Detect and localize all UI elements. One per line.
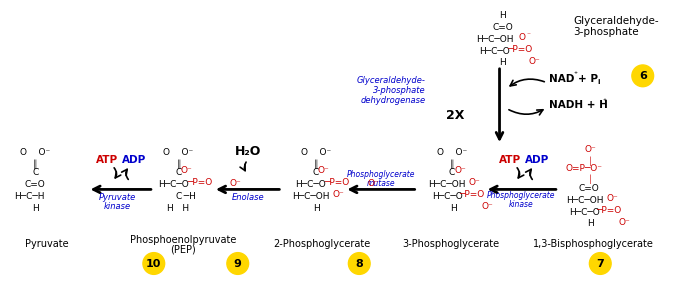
Text: 3-Phosphoglycerate: 3-Phosphoglycerate xyxy=(403,239,500,249)
Text: dehydrogenase: dehydrogenase xyxy=(360,96,426,105)
Text: kinase: kinase xyxy=(103,202,131,211)
Text: H─C─O: H─C─O xyxy=(479,47,510,56)
Text: 9: 9 xyxy=(234,258,241,268)
Text: NADH + H: NADH + H xyxy=(549,100,608,111)
Text: H   H: H H xyxy=(167,204,190,213)
Text: O    O⁻: O O⁻ xyxy=(20,148,50,157)
Text: NAD: NAD xyxy=(549,74,575,84)
Text: + P: + P xyxy=(577,74,598,84)
Text: H─C─H: H─C─H xyxy=(14,192,45,201)
Text: ─P=O: ─P=O xyxy=(186,178,212,187)
Text: H─C─O: H─C─O xyxy=(158,180,189,189)
Text: ADP: ADP xyxy=(525,155,549,165)
Text: 6: 6 xyxy=(639,71,647,81)
Text: ⁺: ⁺ xyxy=(574,70,577,79)
Text: Glyceraldehyde-: Glyceraldehyde- xyxy=(356,76,426,85)
Text: 7: 7 xyxy=(596,258,604,268)
Text: C=O: C=O xyxy=(578,184,599,193)
Text: H: H xyxy=(32,204,39,213)
Text: C=O: C=O xyxy=(492,23,513,32)
Text: H─C─OH: H─C─OH xyxy=(476,35,513,44)
Text: ─P=O: ─P=O xyxy=(596,206,622,215)
Text: O    O⁻: O O⁻ xyxy=(301,148,331,157)
Circle shape xyxy=(590,253,611,274)
Text: C: C xyxy=(175,168,182,177)
Text: ─H: ─H xyxy=(178,192,197,201)
Text: O⁻: O⁻ xyxy=(367,179,379,188)
Text: Phosphoglycerate: Phosphoglycerate xyxy=(487,191,556,200)
Circle shape xyxy=(227,253,249,274)
Text: C: C xyxy=(313,168,319,177)
Text: ATP: ATP xyxy=(499,155,522,165)
Text: ATP: ATP xyxy=(97,155,118,165)
Text: 2X: 2X xyxy=(446,109,464,122)
Text: O⁻: O⁻ xyxy=(618,217,630,227)
Text: 3-phosphate: 3-phosphate xyxy=(373,86,426,95)
Text: H: H xyxy=(499,58,506,68)
Text: O=P─O⁻: O=P─O⁻ xyxy=(566,164,603,173)
Text: Enolase: Enolase xyxy=(231,193,264,202)
Text: H: H xyxy=(313,204,320,213)
Circle shape xyxy=(143,253,165,274)
Text: H─C─OH: H─C─OH xyxy=(292,192,330,201)
Text: kinase: kinase xyxy=(509,200,534,209)
Text: │: │ xyxy=(588,175,593,184)
Text: mutase: mutase xyxy=(367,179,395,188)
Text: H─C─OH: H─C─OH xyxy=(566,196,603,205)
Text: ⁻: ⁻ xyxy=(526,31,530,40)
Text: Glyceraldehyde-: Glyceraldehyde- xyxy=(574,17,659,27)
Circle shape xyxy=(632,65,653,87)
Text: ║: ║ xyxy=(449,160,454,170)
Text: C: C xyxy=(32,168,38,177)
Text: ─P=O: ─P=O xyxy=(459,190,484,199)
Text: C=O: C=O xyxy=(25,180,46,189)
Circle shape xyxy=(348,253,370,274)
Text: (PEP): (PEP) xyxy=(171,245,197,255)
Text: Phosphoglycerate: Phosphoglycerate xyxy=(347,170,415,179)
Text: ║: ║ xyxy=(33,160,37,170)
Text: O⁻: O⁻ xyxy=(333,190,344,199)
Text: O⁻: O⁻ xyxy=(607,194,618,203)
Text: O⁻: O⁻ xyxy=(482,202,494,211)
Text: H₂O: H₂O xyxy=(235,145,261,158)
Text: C: C xyxy=(175,192,182,201)
Text: O⁻: O⁻ xyxy=(230,179,241,188)
Text: ─P=O: ─P=O xyxy=(324,178,349,187)
Text: Pyruvate: Pyruvate xyxy=(25,239,69,249)
Text: H: H xyxy=(587,219,594,229)
Text: ADP: ADP xyxy=(122,155,146,165)
Text: O⁻: O⁻ xyxy=(180,166,192,175)
Text: O    O⁻: O O⁻ xyxy=(163,148,194,157)
Text: 3-phosphate: 3-phosphate xyxy=(574,27,639,37)
Text: H─C─O: H─C─O xyxy=(432,192,462,201)
Text: O⁻: O⁻ xyxy=(585,145,596,154)
Text: O⁻: O⁻ xyxy=(528,56,540,66)
Text: ║: ║ xyxy=(313,160,318,170)
Text: Phosphoenolpyruvate: Phosphoenolpyruvate xyxy=(131,235,237,245)
Text: ║: ║ xyxy=(176,160,181,170)
Text: 1,3-Bisphosphoglycerate: 1,3-Bisphosphoglycerate xyxy=(533,239,653,249)
Text: H─C─O: H─C─O xyxy=(569,208,600,217)
Text: H─C─O: H─C─O xyxy=(296,180,326,189)
Text: O⁻: O⁻ xyxy=(469,178,481,187)
Text: O    O⁻: O O⁻ xyxy=(437,148,467,157)
Text: O⁻: O⁻ xyxy=(454,166,466,175)
Text: 2-Phosphoglycerate: 2-Phosphoglycerate xyxy=(273,239,371,249)
Text: H: H xyxy=(449,204,456,213)
Text: H─C─OH: H─C─OH xyxy=(428,180,466,189)
Text: Pyruvate: Pyruvate xyxy=(99,193,136,202)
Text: ⁺: ⁺ xyxy=(602,97,607,106)
Text: 10: 10 xyxy=(146,258,161,268)
Text: 8: 8 xyxy=(356,258,363,268)
Text: H: H xyxy=(499,11,506,20)
Text: O⁻: O⁻ xyxy=(318,166,330,175)
Text: O: O xyxy=(519,33,526,42)
Text: ─P=O: ─P=O xyxy=(507,45,532,54)
Text: i: i xyxy=(597,79,600,85)
Text: C: C xyxy=(449,168,455,177)
Text: │: │ xyxy=(588,156,593,166)
